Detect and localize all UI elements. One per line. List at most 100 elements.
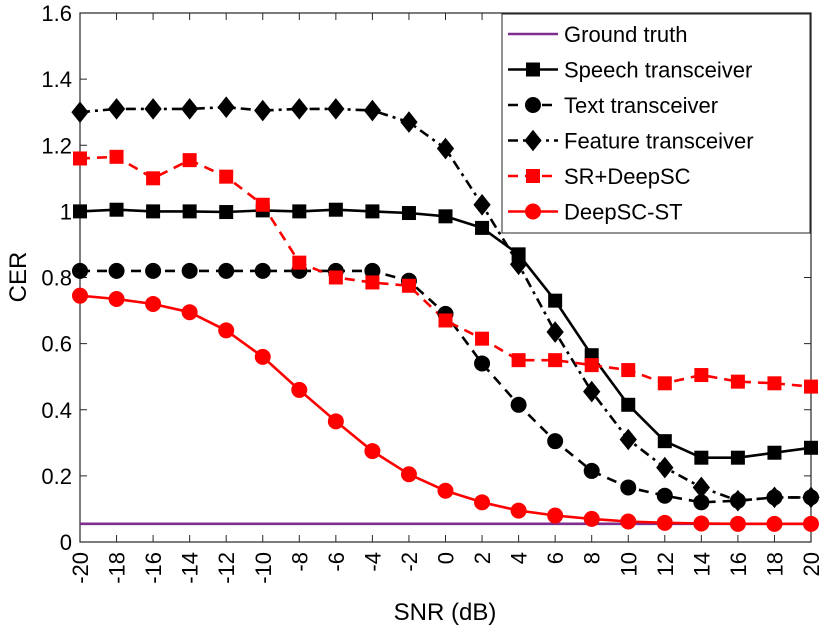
data-point-2 [656,487,673,504]
axes: -20 -18 -16 -14 -12 -10 -8 -6 -4 -2 0 2 4 6 8 10 12 14 16 1… [41,1,824,584]
data-point-1 [109,202,124,217]
data-point-1 [292,204,307,219]
data-point-4 [182,153,197,168]
legend-entry-label: Ground truth [564,22,688,47]
x-tick-label: 0 [434,552,459,564]
data-point-4 [767,376,782,391]
y-tick-label: 0.4 [41,398,72,423]
legend-entry-label: Feature transceiver [564,129,754,154]
data-point-3 [802,486,820,509]
x-tick-label: 6 [543,552,568,564]
data-point-2 [145,262,162,279]
data-point-4 [401,278,416,293]
x-tick-label: -14 [178,552,203,584]
data-point-1 [219,205,234,220]
data-point-4 [328,270,343,285]
data-point-4 [109,149,124,164]
data-point-5 [803,515,819,532]
y-tick-label: 0 [60,530,72,555]
data-point-1 [438,209,453,224]
data-point-5 [620,513,637,530]
legend-swatch-marker [524,129,542,152]
x-tick-label: 14 [689,552,714,576]
x-tick-label: 10 [616,552,641,576]
x-tick-label: 18 [762,552,787,576]
legend-box [501,13,811,234]
x-tick-label: -12 [214,552,239,584]
data-point-2 [474,355,491,372]
legend-swatch-marker [526,62,540,77]
y-tick-label: 1 [60,199,72,224]
data-point-3 [144,98,162,120]
data-point-3 [509,253,528,276]
data-point-5 [693,515,710,532]
x-tick-label: -10 [251,552,276,584]
legend-entry-label: DeepSC-ST [564,200,683,225]
data-point-2 [108,262,125,279]
data-point-2 [72,262,88,279]
data-point-3 [181,98,199,120]
series-line-1 [80,208,811,460]
data-point-5 [218,322,235,339]
data-point-1 [694,450,709,465]
data-point-4 [219,169,234,184]
data-point-2 [181,262,198,279]
data-point-3 [327,98,345,120]
data-point-1 [621,397,636,412]
data-point-3 [692,476,710,499]
x-tick-label: 20 [799,552,824,576]
data-point-4 [657,376,672,391]
x-tick-label: 8 [580,552,605,564]
data-point-1 [182,204,197,219]
data-point-3 [619,428,637,451]
data-point-3 [583,380,601,403]
data-point-4 [804,379,818,394]
data-point-5 [108,290,125,307]
data-point-1 [73,204,87,219]
data-point-5 [474,494,491,511]
y-tick-label: 1.2 [41,133,72,158]
data-point-4 [438,313,453,328]
x-tick-label: -6 [324,552,349,572]
data-point-4 [146,171,161,186]
data-point-2 [583,462,600,479]
data-point-3 [254,99,272,122]
data-point-3 [436,137,455,160]
data-point-4 [730,374,745,389]
data-point-4 [365,275,380,290]
legend-swatch-marker [526,169,540,183]
y-tick-label: 1.4 [41,67,72,92]
y-axis-label: CER [5,252,32,303]
y-tick-label: 1.6 [41,1,72,26]
data-point-5 [583,510,600,527]
x-tick-label: 4 [507,552,532,564]
data-point-1 [365,204,380,219]
data-point-4 [73,151,87,166]
x-axis-label: SNR (dB) [394,599,497,626]
x-tick-label: -2 [397,552,422,572]
legend-entry-label: Speech transceiver [564,58,752,83]
data-point-4 [475,331,490,346]
data-point-5 [291,381,308,398]
data-point-1 [475,220,490,235]
legend-swatch-marker [525,97,541,113]
data-point-2 [620,479,637,496]
data-point-4 [255,197,270,212]
data-point-4 [548,353,563,368]
data-point-1 [804,440,818,455]
x-tick-label: -8 [287,552,312,572]
data-point-5 [254,348,271,365]
x-tick-label: 16 [726,552,751,576]
data-point-3 [107,98,126,120]
x-tick-label: -16 [141,552,166,584]
data-point-2 [254,262,271,279]
x-tick-label: -20 [68,552,93,584]
data-point-5 [547,507,564,524]
data-point-3 [217,96,235,119]
y-tick-label: 0.2 [41,464,72,489]
data-point-3 [546,321,564,343]
data-point-5 [72,287,88,304]
y-tick-label: 0.6 [41,332,72,357]
data-point-2 [510,396,527,413]
